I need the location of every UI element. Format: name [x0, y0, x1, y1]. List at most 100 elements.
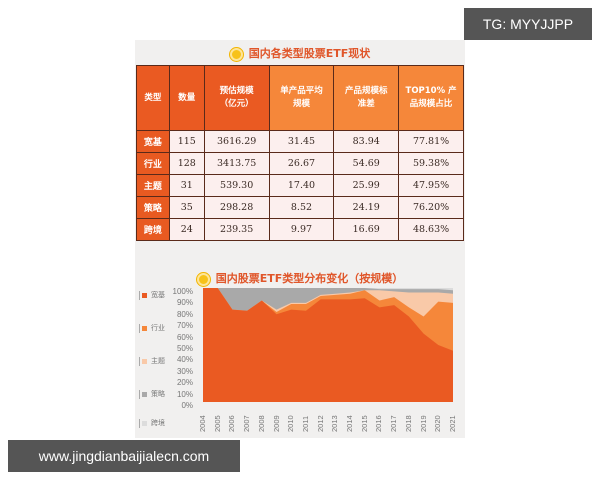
table-header-row: 类型 数量 预估规模 （亿元） 单产品平均 规模 产品规模标 准差 TOP10%…	[136, 65, 464, 131]
table-row: 宽基 115 3616.29 31.45 83.94 77.81%	[136, 130, 464, 153]
legend-label: 策略	[151, 390, 165, 398]
legend-marker-bar	[139, 389, 140, 399]
legend-swatch	[142, 325, 147, 331]
header-std: 产品规模标 准差	[333, 65, 400, 131]
cell-count: 128	[168, 152, 205, 175]
legend-item: 主题	[139, 356, 165, 366]
x-tick: 2019	[418, 415, 428, 432]
legend-swatch	[142, 391, 147, 397]
x-tick: 2013	[330, 415, 340, 432]
cell-avg: 26.67	[268, 152, 335, 175]
bullet-icon	[229, 47, 243, 61]
cell-avg: 8.52	[268, 196, 335, 219]
cell-type: 主题	[136, 174, 170, 197]
area-plot	[203, 288, 453, 402]
y-tick: 90%	[176, 298, 193, 308]
cell-top10: 59.38%	[398, 152, 464, 175]
legend-label: 行业	[151, 324, 165, 332]
distribution-chart: 国内股票ETF类型分布变化（按规模） 宽基行业主题策略跨境 0% 10% 20% 30…	[135, 268, 465, 438]
header-type: 类型	[136, 65, 170, 131]
cell-scale: 539.30	[203, 174, 270, 197]
cell-std: 83.94	[333, 130, 400, 153]
header-avg: 单产品平均 规模	[268, 65, 335, 131]
legend-item: 策略	[139, 389, 165, 399]
cell-scale: 239.35	[203, 218, 270, 241]
table-row: 主题 31 539.30 17.40 25.99 47.95%	[136, 174, 464, 197]
watermark-bottom: www.jingdianbaijialecn.com	[8, 440, 240, 472]
x-tick: 2014	[345, 415, 355, 432]
legend-item: 行业	[139, 323, 165, 333]
table-row: 行业 128 3413.75 26.67 54.69 59.38%	[136, 152, 464, 175]
legend-item: 宽基	[139, 290, 165, 300]
cell-top10: 48.63%	[398, 218, 464, 241]
legend-marker-bar	[139, 418, 140, 428]
legend-item: 跨境	[139, 418, 165, 428]
cell-count: 35	[168, 196, 205, 219]
legend-swatch	[142, 420, 147, 426]
bullet-icon	[196, 272, 210, 286]
x-tick: 2006	[227, 415, 237, 432]
y-tick: 30%	[176, 366, 193, 376]
cell-top10: 47.95%	[398, 174, 464, 197]
cell-top10: 76.20%	[398, 196, 464, 219]
y-tick: 70%	[176, 321, 193, 331]
cell-avg: 31.45	[268, 130, 335, 153]
cell-count: 31	[168, 174, 205, 197]
cell-std: 24.19	[333, 196, 400, 219]
x-tick: 2020	[433, 415, 443, 432]
chart-title: 国内股票ETF类型分布变化（按规模）	[135, 270, 465, 286]
cell-std: 25.99	[333, 174, 400, 197]
y-tick: 10%	[176, 389, 193, 399]
x-tick: 2016	[374, 415, 384, 432]
x-tick: 2004	[198, 415, 207, 432]
cell-avg: 17.40	[268, 174, 335, 197]
cell-type: 跨境	[136, 218, 170, 241]
table-row: 策略 35 298.28 8.52 24.19 76.20%	[136, 196, 464, 219]
cell-type: 行业	[136, 152, 170, 175]
x-tick: 2009	[271, 415, 281, 432]
x-tick: 2017	[389, 415, 399, 432]
cell-type: 宽基	[136, 130, 170, 153]
cell-std: 16.69	[333, 218, 400, 241]
table-title: 国内各类型股票ETF现状	[135, 45, 465, 61]
legend-swatch	[142, 358, 147, 364]
chart-title-text: 国内股票ETF类型分布变化（按规模）	[215, 272, 404, 285]
y-tick: 20%	[176, 378, 193, 388]
legend-marker-bar	[139, 323, 140, 333]
cell-type: 策略	[136, 196, 170, 219]
x-tick: 2018	[403, 415, 413, 432]
etf-status-table: 类型 数量 预估规模 （亿元） 单产品平均 规模 产品规模标 准差 TOP10%…	[136, 65, 464, 241]
y-tick: 40%	[176, 355, 193, 365]
table-row: 跨境 24 239.35 9.97 16.69 48.63%	[136, 218, 464, 241]
x-tick: 2015	[359, 415, 369, 432]
legend-marker-bar	[139, 290, 140, 300]
x-tick: 2005	[212, 415, 222, 432]
legend-label: 宽基	[151, 291, 165, 299]
x-tick: 2010	[286, 415, 296, 432]
y-tick: 100%	[172, 287, 193, 296]
y-tick: 80%	[176, 309, 193, 319]
cell-std: 54.69	[333, 152, 400, 175]
cell-scale: 3616.29	[203, 130, 270, 153]
header-scale: 预估规模 （亿元）	[203, 65, 270, 131]
cell-count: 24	[168, 218, 205, 241]
cell-scale: 3413.75	[203, 152, 270, 175]
legend-label: 跨境	[151, 419, 165, 427]
watermark-top: TG: MYYJJPP	[464, 8, 592, 40]
x-tick: 2012	[315, 415, 325, 432]
cell-count: 115	[168, 130, 205, 153]
x-tick: 2021	[448, 415, 457, 432]
header-top10: TOP10% 产 品规模占比	[398, 65, 464, 131]
legend-label: 主题	[151, 357, 165, 365]
x-tick: 2007	[242, 415, 252, 432]
table-title-text: 国内各类型股票ETF现状	[248, 47, 371, 60]
y-tick: 50%	[176, 344, 193, 353]
x-tick: 2008	[256, 415, 266, 432]
legend-swatch	[142, 292, 147, 298]
legend-marker-bar	[139, 356, 140, 366]
y-tick: 0%	[181, 401, 193, 410]
infographic-panel: 国内各类型股票ETF现状 类型 数量 预估规模 （亿元） 单产品平均 规模 产品…	[135, 40, 465, 438]
x-tick: 2011	[300, 415, 310, 432]
cell-top10: 77.81%	[398, 130, 464, 153]
header-count: 数量	[168, 65, 205, 131]
